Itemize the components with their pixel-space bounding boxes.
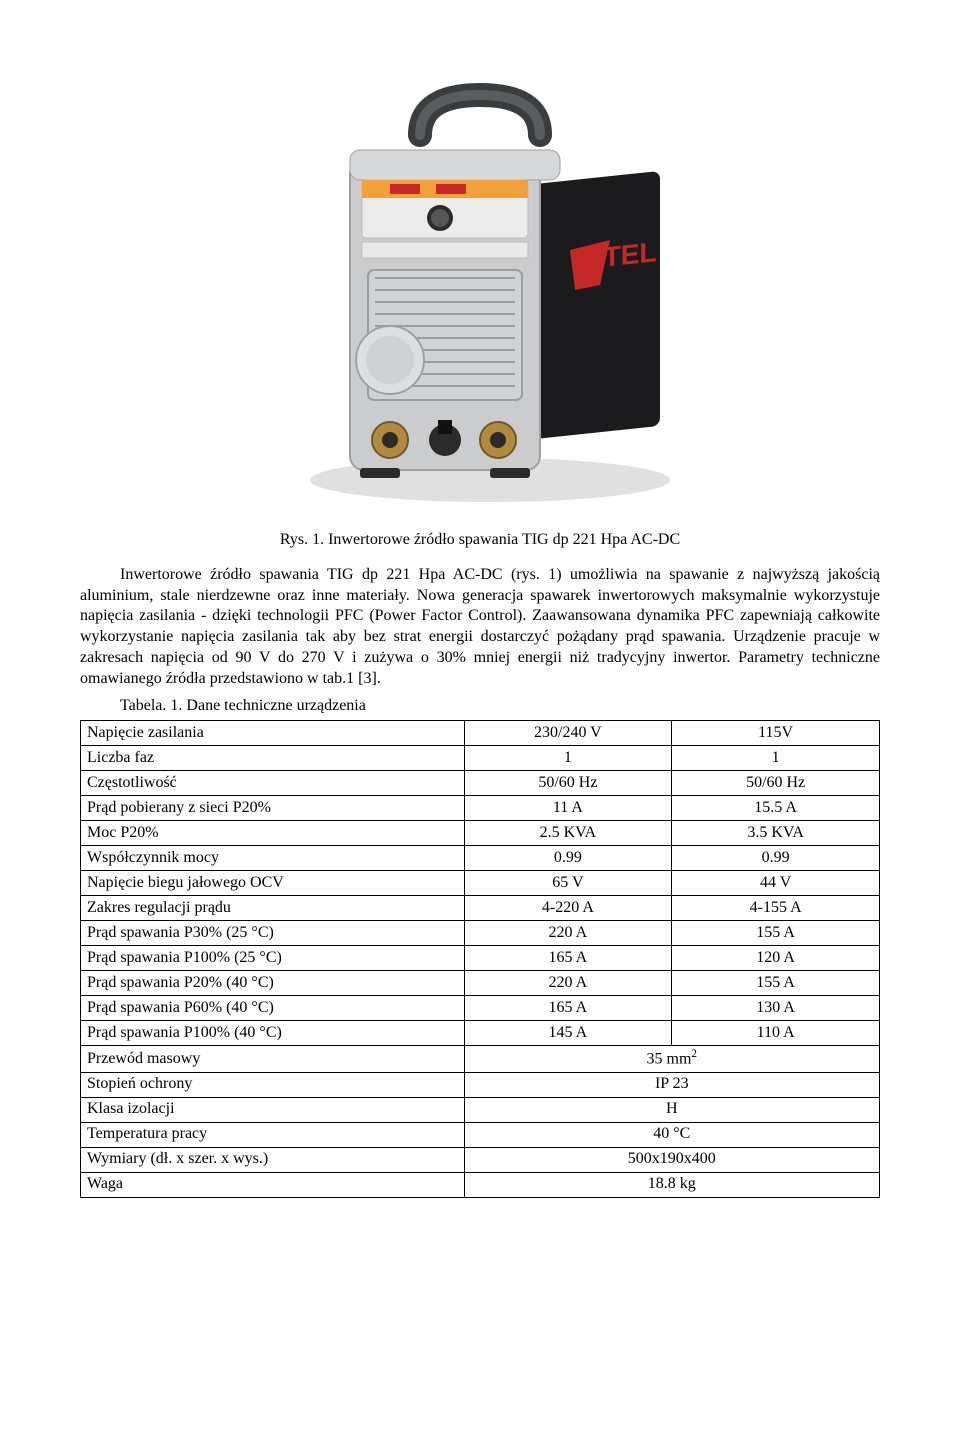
spec-label: Zakres regulacji prądu <box>81 896 465 921</box>
spec-value-2: 110 A <box>672 1021 880 1046</box>
spec-label: Moc P20% <box>81 821 465 846</box>
spec-value-1: 165 A <box>464 946 672 971</box>
spec-value-1: 2.5 KVA <box>464 821 672 846</box>
spec-value-2: 155 A <box>672 971 880 996</box>
spec-value-1: 220 A <box>464 921 672 946</box>
spec-label: Liczba faz <box>81 746 465 771</box>
spec-label: Klasa izolacji <box>81 1097 465 1122</box>
spec-label: Stopień ochrony <box>81 1072 465 1097</box>
table-row: Prąd pobierany z sieci P20%11 A15.5 A <box>81 796 880 821</box>
spec-value-merged: 35 mm2 <box>464 1046 879 1072</box>
spec-value-2: 4-155 A <box>672 896 880 921</box>
spec-value-1: 65 V <box>464 871 672 896</box>
body-paragraph: Inwertorowe źródło spawania TIG dp 221 H… <box>80 565 880 690</box>
table-row: Prąd spawania P100% (25 °C)165 A120 A <box>81 946 880 971</box>
spec-value-merged: IP 23 <box>464 1072 879 1097</box>
table-row: Moc P20%2.5 KVA3.5 KVA <box>81 821 880 846</box>
spec-label: Prąd spawania P60% (40 °C) <box>81 996 465 1021</box>
table-row: Przewód masowy35 mm2 <box>81 1046 880 1072</box>
spec-value-2: 0.99 <box>672 846 880 871</box>
table-row: Wymiary (dł. x szer. x wys.)500x190x400 <box>81 1147 880 1172</box>
table-row: Temperatura pracy40 °C <box>81 1122 880 1147</box>
table-row: Współczynnik mocy0.990.99 <box>81 846 880 871</box>
spec-value-merged: 40 °C <box>464 1122 879 1147</box>
spec-value-merged: 18.8 kg <box>464 1172 879 1197</box>
spec-value-1: 165 A <box>464 996 672 1021</box>
spec-value-2: 1 <box>672 746 880 771</box>
welder-illustration-svg: STEL TIG dp 221Hp AC/DC <box>240 40 720 520</box>
spec-label: Przewód masowy <box>81 1046 465 1072</box>
table-row: Klasa izolacjiH <box>81 1097 880 1122</box>
spec-value-1: 1 <box>464 746 672 771</box>
spec-value-1: 220 A <box>464 971 672 996</box>
spec-value-1: 145 A <box>464 1021 672 1046</box>
table-row: Zakres regulacji prądu4-220 A4-155 A <box>81 896 880 921</box>
spec-value-2: 120 A <box>672 946 880 971</box>
table-row: Napięcie biegu jałowego OCV65 V44 V <box>81 871 880 896</box>
spec-label: Waga <box>81 1172 465 1197</box>
figure-caption: Rys. 1. Inwertorowe źródło spawania TIG … <box>80 530 880 551</box>
table-row: Prąd spawania P30% (25 °C)220 A155 A <box>81 921 880 946</box>
spec-value-2: 155 A <box>672 921 880 946</box>
spec-label: Prąd spawania P20% (40 °C) <box>81 971 465 996</box>
spec-label: Prąd spawania P30% (25 °C) <box>81 921 465 946</box>
spec-label: Współczynnik mocy <box>81 846 465 871</box>
spec-label: Temperatura pracy <box>81 1122 465 1147</box>
spec-value-2: 115V <box>672 721 880 746</box>
spec-label: Częstotliwość <box>81 771 465 796</box>
table-row: Prąd spawania P20% (40 °C)220 A155 A <box>81 971 880 996</box>
spec-label: Wymiary (dł. x szer. x wys.) <box>81 1147 465 1172</box>
table-row: Waga18.8 kg <box>81 1172 880 1197</box>
spec-value-1: 50/60 Hz <box>464 771 672 796</box>
body-paragraph-text: Inwertorowe źródło spawania TIG dp 221 H… <box>80 566 880 687</box>
spec-label: Prąd spawania P100% (40 °C) <box>81 1021 465 1046</box>
spec-label: Prąd pobierany z sieci P20% <box>81 796 465 821</box>
spec-value-1: 4-220 A <box>464 896 672 921</box>
table-row: Liczba faz11 <box>81 746 880 771</box>
spec-value-2: 44 V <box>672 871 880 896</box>
spec-value-2: 15.5 A <box>672 796 880 821</box>
spec-value-merged: 500x190x400 <box>464 1147 879 1172</box>
table-row: Prąd spawania P100% (40 °C)145 A110 A <box>81 1021 880 1046</box>
spec-table: Napięcie zasilania230/240 V115VLiczba fa… <box>80 720 880 1197</box>
spec-value-1: 0.99 <box>464 846 672 871</box>
table-row: Napięcie zasilania230/240 V115V <box>81 721 880 746</box>
table-row: Częstotliwość50/60 Hz50/60 Hz <box>81 771 880 796</box>
spec-value-2: 130 A <box>672 996 880 1021</box>
table-title: Tabela. 1. Dane techniczne urządzenia <box>120 696 880 717</box>
spec-value-2: 3.5 KVA <box>672 821 880 846</box>
product-photo: STEL TIG dp 221Hp AC/DC <box>240 40 720 520</box>
spec-value-merged: H <box>464 1097 879 1122</box>
table-row: Stopień ochronyIP 23 <box>81 1072 880 1097</box>
spec-value-1: 11 A <box>464 796 672 821</box>
spec-label: Prąd spawania P100% (25 °C) <box>81 946 465 971</box>
table-row: Prąd spawania P60% (40 °C)165 A130 A <box>81 996 880 1021</box>
spec-value-1: 230/240 V <box>464 721 672 746</box>
spec-value-2: 50/60 Hz <box>672 771 880 796</box>
spec-label: Napięcie zasilania <box>81 721 465 746</box>
spec-label: Napięcie biegu jałowego OCV <box>81 871 465 896</box>
